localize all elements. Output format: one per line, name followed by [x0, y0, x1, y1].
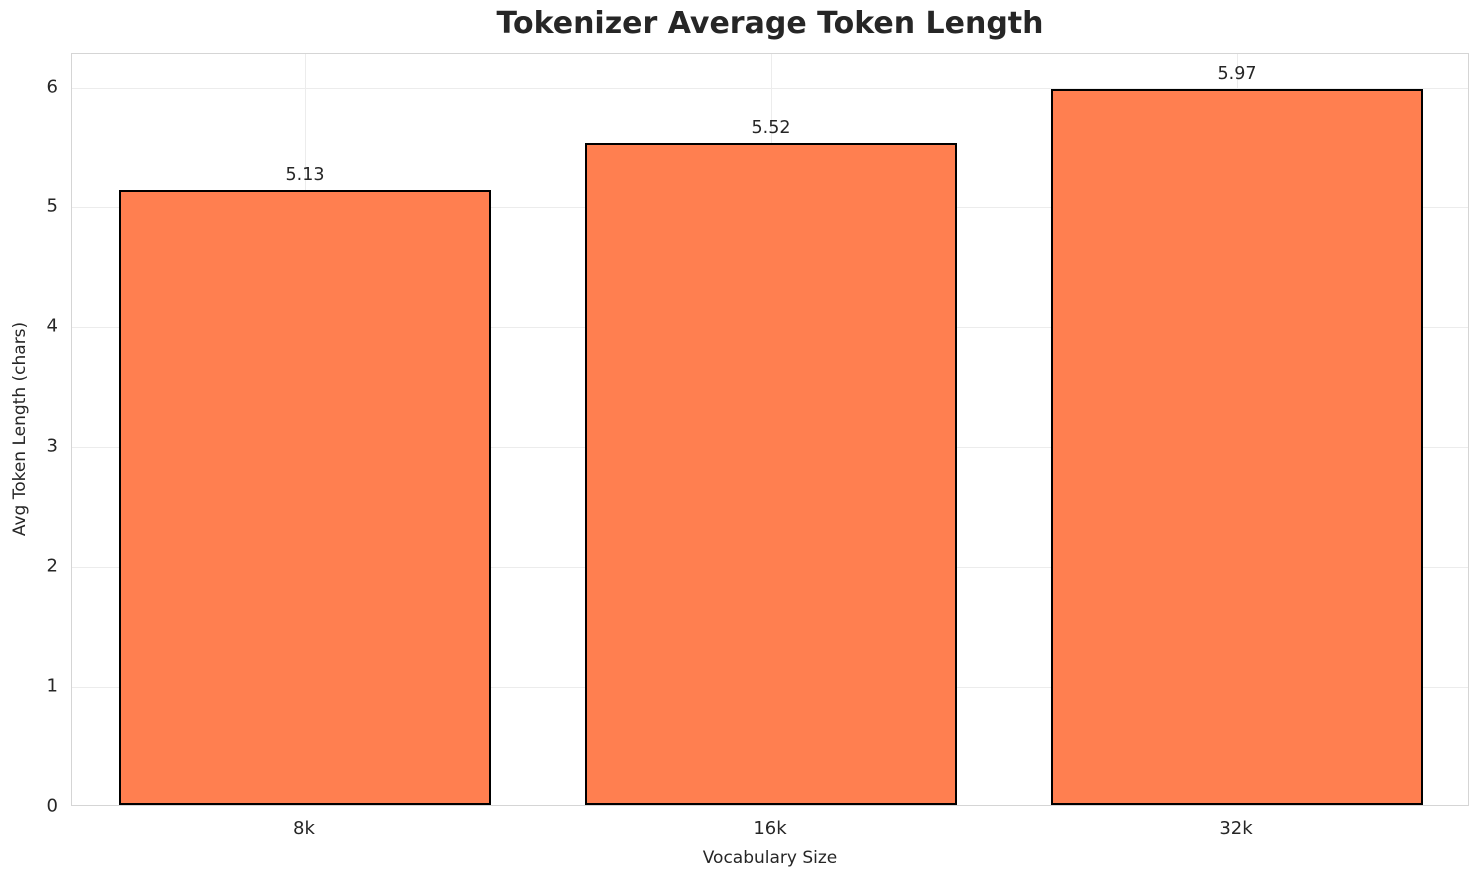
- chart-title: Tokenizer Average Token Length: [496, 6, 1044, 41]
- bar-32k: [1050, 89, 1424, 805]
- bar-8k: [118, 189, 492, 805]
- y-tick-label: 1: [46, 675, 58, 697]
- y-tick-label: 6: [46, 76, 58, 98]
- y-axis-label: Avg Token Length (chars): [10, 321, 30, 537]
- bar-value-label: 5.13: [285, 164, 325, 185]
- x-tick-label: 32k: [1219, 818, 1253, 839]
- y-tick-label: 4: [46, 315, 58, 337]
- plot-area: 5.13 5.52 5.97: [71, 53, 1469, 806]
- h-gridline: [72, 87, 1468, 89]
- bar-16k: [584, 143, 958, 805]
- y-tick-label: 0: [46, 795, 58, 817]
- x-tick-label: 8k: [293, 818, 315, 839]
- x-axis-label: Vocabulary Size: [702, 848, 838, 868]
- y-tick-label: 5: [46, 195, 58, 217]
- x-tick-label: 16k: [753, 818, 787, 839]
- y-tick-label: 2: [46, 555, 58, 577]
- bar-value-label: 5.52: [751, 118, 791, 139]
- bar-value-label: 5.97: [1217, 64, 1257, 85]
- y-tick-label: 3: [46, 435, 58, 457]
